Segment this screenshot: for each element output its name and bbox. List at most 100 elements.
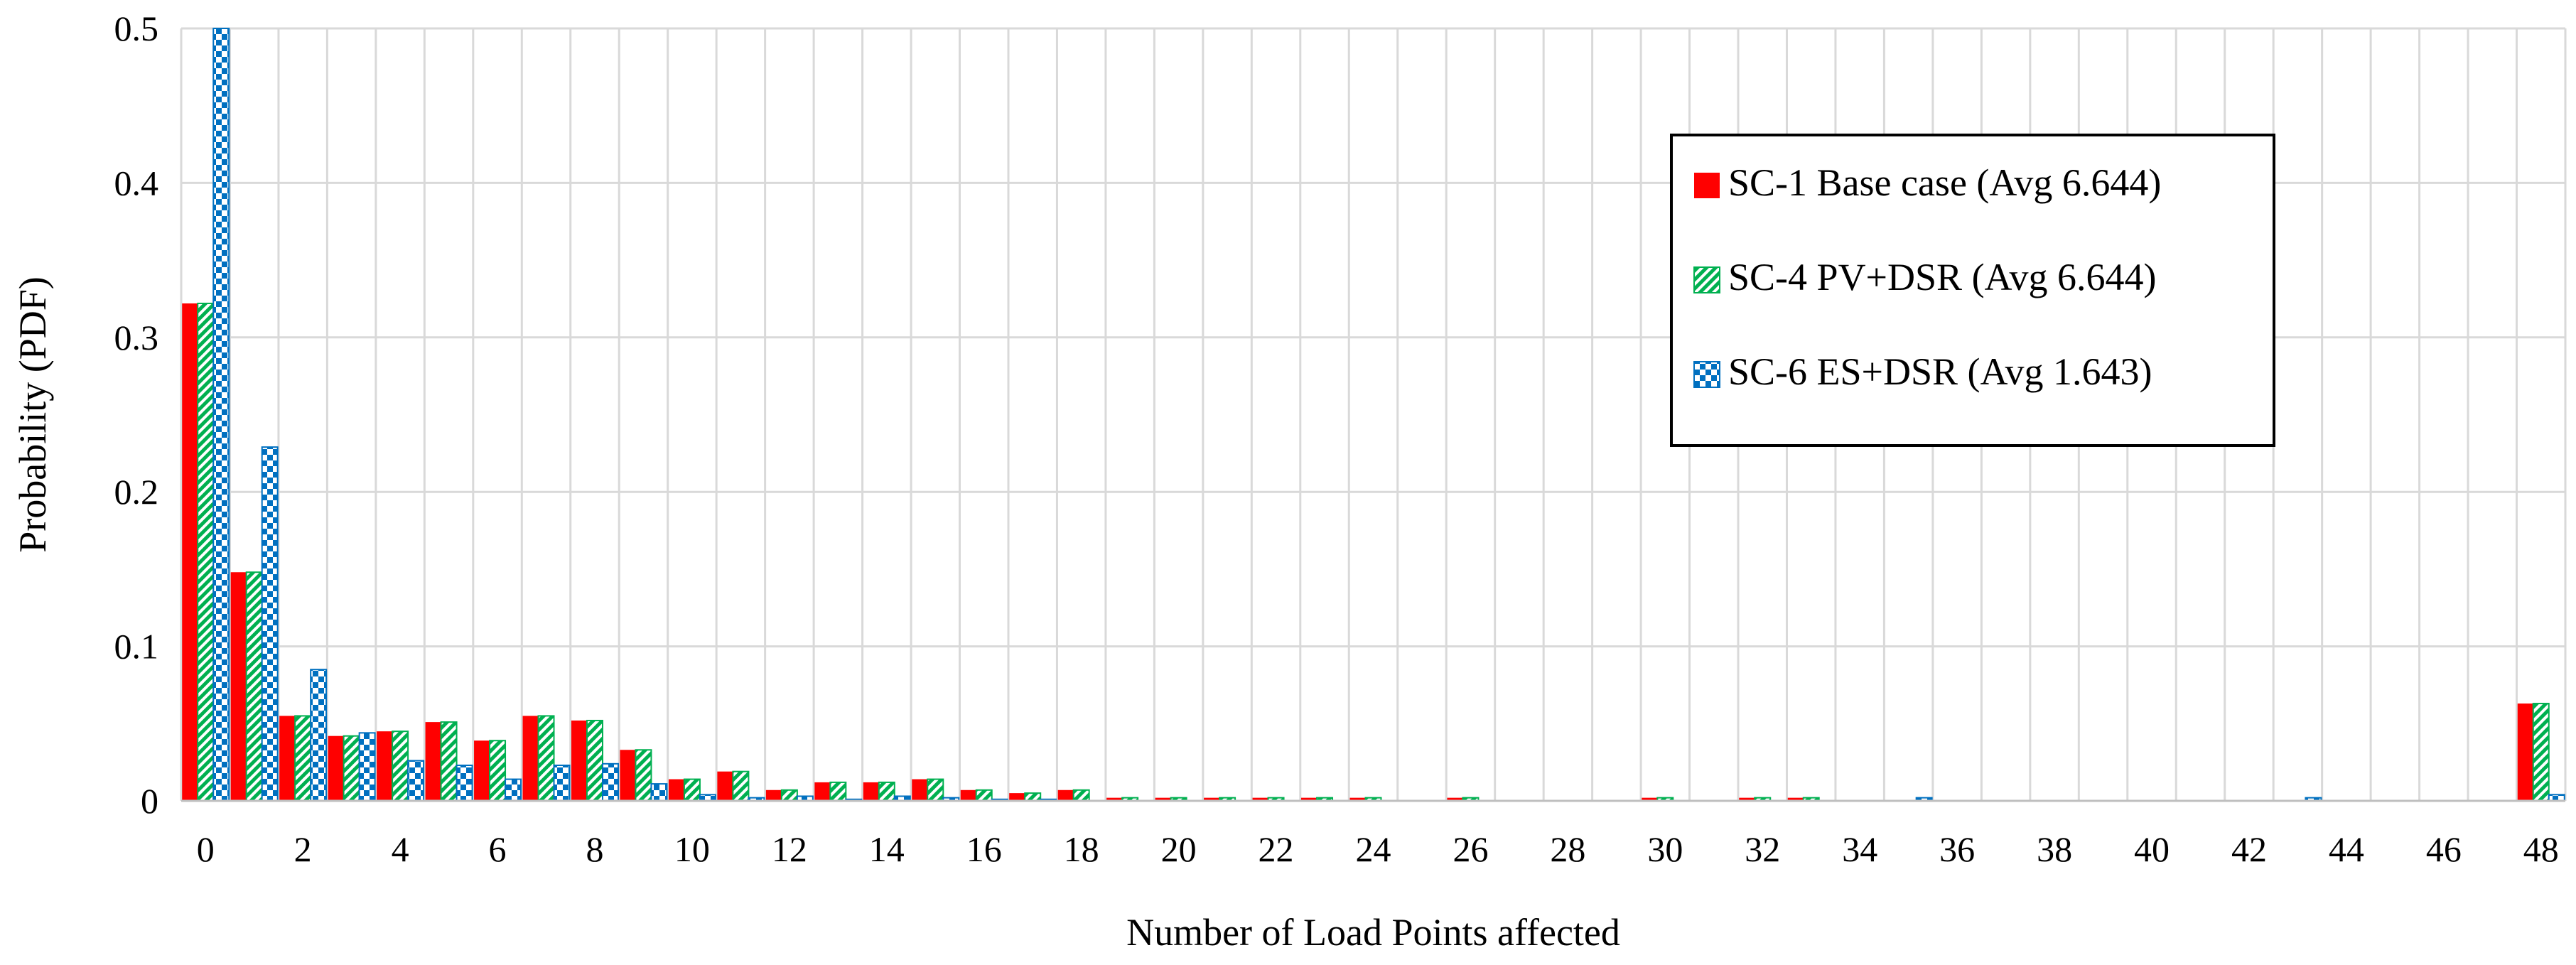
- bar-1-17: [1009, 793, 1025, 801]
- x-tick-label: 18: [1064, 829, 1099, 869]
- bar-2-0: [197, 302, 215, 802]
- bar-2-14: [878, 781, 895, 802]
- bar-3-1: [261, 446, 279, 802]
- bar-1-20: [1155, 797, 1171, 801]
- bar-3-3: [358, 732, 376, 802]
- x-tick-label: 40: [2134, 829, 2170, 869]
- bar-2-5: [440, 721, 458, 802]
- bar-2-8: [586, 719, 603, 802]
- bar-2-48: [2532, 703, 2550, 802]
- bar-1-6: [474, 740, 490, 801]
- legend-label: SC-6 ES+DSR (Avg 1.643): [1728, 350, 2152, 393]
- bar-1-1: [230, 572, 247, 801]
- bar-3-8: [601, 762, 619, 802]
- bar-2-7: [537, 715, 555, 802]
- bar-1-7: [522, 716, 539, 801]
- x-tick-label: 30: [1647, 829, 1683, 869]
- bar-1-30: [1642, 797, 1658, 801]
- bar-2-18: [1072, 789, 1090, 802]
- legend-swatch: [1693, 361, 1720, 388]
- y-tick-label: 0.2: [114, 472, 159, 512]
- x-tick-label: 48: [2523, 829, 2559, 869]
- bar-1-2: [279, 716, 296, 801]
- bar-1-19: [1106, 797, 1123, 801]
- bar-1-4: [377, 731, 393, 801]
- x-tick-label: 2: [294, 829, 312, 869]
- bar-1-33: [1787, 797, 1804, 801]
- x-tick-labels: 0 2 4 6 8 10 12 14 16 18 20 22 24 26 28 30 32 34 36 38 40 42 4…: [197, 829, 2559, 869]
- bar-2-2: [294, 715, 312, 802]
- bar-1-23: [1301, 797, 1317, 801]
- legend-label: SC-1 Base case (Avg 6.644): [1728, 161, 2161, 204]
- bar-2-11: [732, 770, 750, 802]
- bar-1-0: [182, 303, 198, 801]
- bar-3-2: [310, 669, 328, 802]
- legend-swatch: [1694, 173, 1720, 198]
- bar-1-5: [425, 722, 441, 801]
- legend: SC-1 Base case (Avg 6.644) SC-4 PV+DSR (A…: [1670, 134, 2275, 447]
- x-tick-label: 4: [392, 829, 409, 869]
- bar-2-15: [927, 778, 944, 802]
- x-tick-label: 16: [966, 829, 1002, 869]
- bar-2-16: [975, 789, 993, 802]
- y-tick-labels: 0 0.1 0.2 0.3 0.4 0.5: [114, 9, 159, 821]
- bar-1-22: [1252, 797, 1268, 801]
- bar-3-7: [553, 764, 571, 802]
- x-tick-label: 22: [1259, 829, 1294, 869]
- x-tick-label: 14: [869, 829, 905, 869]
- bar-2-13: [829, 781, 847, 802]
- bar-1-21: [1204, 797, 1220, 801]
- x-tick-label: 42: [2231, 829, 2267, 869]
- bar-1-18: [1057, 789, 1074, 801]
- bar-1-11: [717, 771, 733, 801]
- x-tick-label: 26: [1453, 829, 1488, 869]
- x-tick-label: 34: [1842, 829, 1877, 869]
- y-axis-title: Probability (PDF): [11, 276, 54, 553]
- bar-1-12: [765, 789, 782, 801]
- legend-label: SC-4 PV+DSR (Avg 6.644): [1728, 256, 2157, 298]
- bar-1-24: [1349, 797, 1366, 801]
- x-tick-label: 36: [1939, 829, 1975, 869]
- bar-3-6: [505, 778, 522, 802]
- x-tick-label: 8: [586, 829, 603, 869]
- bar-2-3: [343, 735, 360, 802]
- bar-1-13: [814, 782, 831, 801]
- bar-2-12: [780, 789, 798, 802]
- legend-box: [1670, 134, 2275, 447]
- x-tick-label: 6: [489, 829, 507, 869]
- bar-1-9: [620, 750, 636, 801]
- x-tick-label: 0: [197, 829, 215, 869]
- bar-1-15: [912, 779, 928, 801]
- bar-3-9: [650, 783, 668, 802]
- x-tick-label: 12: [772, 829, 807, 869]
- gridlines: [180, 27, 2567, 801]
- y-tick-label: 0.5: [114, 9, 159, 48]
- x-tick-label: 32: [1745, 829, 1780, 869]
- bar-1-3: [328, 735, 344, 801]
- x-tick-label: 28: [1550, 829, 1585, 869]
- x-tick-label: 44: [2329, 829, 2364, 869]
- bar-1-48: [2517, 703, 2533, 801]
- x-tick-label: 46: [2426, 829, 2462, 869]
- x-tick-label: 20: [1161, 829, 1197, 869]
- y-tick-label: 0.1: [114, 627, 159, 667]
- bars: [182, 28, 2565, 802]
- bar-2-4: [392, 731, 409, 802]
- y-tick-label: 0.3: [114, 318, 159, 357]
- bar-1-8: [571, 720, 587, 801]
- x-tick-label: 24: [1356, 829, 1391, 869]
- bar-2-1: [245, 571, 263, 802]
- bar-2-10: [683, 778, 701, 802]
- bar-2-6: [489, 740, 507, 802]
- x-axis-title: Number of Load Points affected: [1126, 911, 1620, 954]
- bar-1-16: [960, 789, 976, 801]
- bar-1-14: [863, 782, 879, 801]
- x-tick-label: 38: [2037, 829, 2072, 869]
- bar-3-5: [456, 764, 473, 802]
- bar-1-10: [668, 779, 684, 801]
- legend-swatch: [1693, 266, 1720, 293]
- bar-2-9: [635, 749, 652, 802]
- x-tick-label: 10: [674, 829, 710, 869]
- y-tick-label: 0.4: [114, 163, 159, 203]
